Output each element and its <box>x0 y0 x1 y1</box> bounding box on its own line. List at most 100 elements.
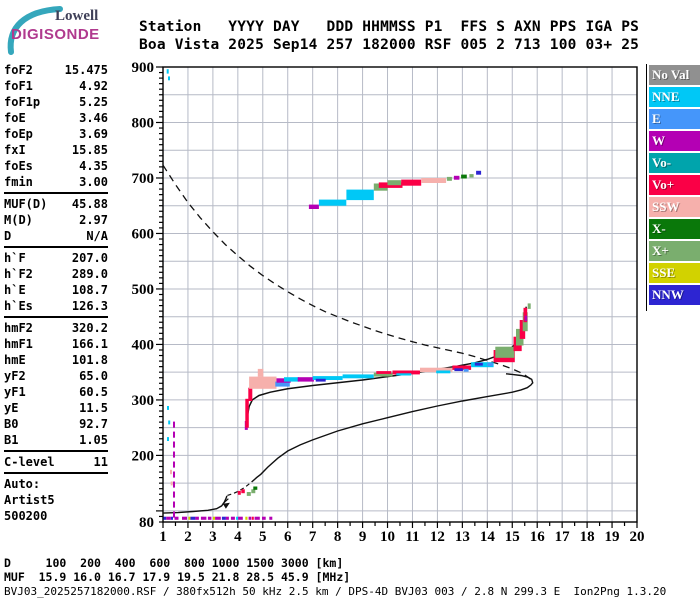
autoscale-info-line: Auto: <box>4 477 41 491</box>
lower-band-echo <box>188 516 191 520</box>
scatter-echo <box>168 76 170 81</box>
f-trace-echo <box>342 374 374 379</box>
x-axis-label: 9 <box>359 529 367 545</box>
lower-band-echo <box>225 516 229 520</box>
panel-divider <box>4 472 108 474</box>
param-label: C-level <box>4 455 55 469</box>
param-value: 92.7 <box>79 417 108 431</box>
second-hop-echo <box>387 180 402 186</box>
param-value: 3.46 <box>79 111 108 125</box>
e-region-echo <box>251 489 256 494</box>
x-axis-label: 8 <box>334 529 342 545</box>
second-hop-echo <box>346 189 374 201</box>
param-row: foE 3.46 <box>4 110 108 126</box>
param-value: N/A <box>86 229 108 243</box>
lower-band-echo <box>166 516 171 520</box>
second-hop-echo <box>476 170 482 175</box>
second-hop-echo <box>401 179 422 186</box>
x-axis-label: 16 <box>530 529 546 545</box>
f-trace-echo <box>523 307 528 323</box>
param-row: h`Es 126.3 <box>4 298 108 314</box>
lower-band-echo <box>163 516 167 520</box>
param-label: foEp <box>4 127 33 141</box>
lower-band-echo <box>174 516 179 520</box>
scatter-echo <box>166 69 169 74</box>
param-label: fmin <box>4 175 33 189</box>
autoscale-info-line: Artist5 <box>4 493 55 507</box>
f-trace-echo <box>474 362 483 366</box>
lower-band-echo <box>262 516 266 520</box>
es-spread-dash <box>173 421 175 428</box>
x-axis-label: 3 <box>209 529 217 545</box>
legend-item-x-: X+ <box>649 241 700 261</box>
param-value: 5.25 <box>79 95 108 109</box>
param-label: yE <box>4 401 19 415</box>
param-value: 3.69 <box>79 127 108 141</box>
lower-band-echo <box>245 516 248 520</box>
param-value: 207.0 <box>71 251 108 265</box>
f-trace-echo <box>519 320 526 339</box>
param-row: hmE 101.8 <box>4 352 108 368</box>
param-value: 15.475 <box>64 63 108 77</box>
es-spread-dash <box>173 441 175 448</box>
y-axis-label: 500 <box>132 282 155 298</box>
x-axis-label: 7 <box>309 529 317 545</box>
lowell-digisonde-logo: Lowell DIGISONDE <box>2 2 134 55</box>
header-station-values: Boa Vista 2025 Sep14 257 182000 RSF 005 … <box>139 37 640 53</box>
param-label: yF2 <box>4 369 26 383</box>
lower-band-echo <box>171 516 173 520</box>
lower-band-echo <box>251 516 254 520</box>
param-row: foF1p 5.25 <box>4 94 108 110</box>
f-trace-echo <box>315 378 326 382</box>
f-trace-echo <box>527 303 531 309</box>
scatter-echo <box>167 406 169 410</box>
param-label: hmE <box>4 353 26 367</box>
es-spread-dash <box>173 461 175 468</box>
y-axis-label: 900 <box>132 60 155 76</box>
param-value: 1.05 <box>79 433 108 447</box>
x-axis-label: 14 <box>480 529 496 545</box>
file-info-row: BVJ03_2025257182000.RSF / 380fx512h 50 k… <box>4 585 667 598</box>
param-value: 289.0 <box>71 267 108 281</box>
panel-divider <box>4 316 108 318</box>
panel-divider <box>4 450 108 452</box>
x-axis-label: 17 <box>555 529 571 545</box>
param-row: foEs 4.35 <box>4 158 108 174</box>
scatter-echo <box>167 437 169 441</box>
distance-row: D 100 200 400 600 800 1000 1500 3000 [km… <box>4 556 344 570</box>
lower-band-echo <box>182 516 187 520</box>
param-label: foF1p <box>4 95 41 109</box>
parameter-panel: foF2 15.475 foF1 4.92 foF1p 5.25 foE 3.46 foEp 3.… <box>4 62 108 524</box>
header-column-titles: Station YYYY DAY DDD HHMMSS P1 FFS S AXN… <box>139 19 640 35</box>
es-spread-dash <box>173 451 175 458</box>
param-label: foF1 <box>4 79 33 93</box>
lower-band-echo <box>190 516 196 520</box>
legend-item-nne: NNE <box>649 87 700 107</box>
x-axis-label: 15 <box>505 529 520 545</box>
f-trace-echo <box>454 368 463 372</box>
second-hop-echo <box>308 204 319 209</box>
legend-item-nnw: NNW <box>649 285 700 305</box>
param-label: B1 <box>4 433 19 447</box>
y-axis-label: 700 <box>132 171 155 187</box>
lower-band-echo <box>269 516 273 520</box>
param-value: 320.2 <box>71 321 108 335</box>
f-trace-echo <box>373 372 393 377</box>
f-trace-echo <box>245 398 249 428</box>
f-trace-echo <box>396 373 412 376</box>
plot-frame <box>162 66 638 523</box>
f-trace-echo <box>436 370 451 374</box>
lower-band-echo <box>254 516 260 520</box>
param-row: C-level 11 <box>4 454 108 470</box>
param-row: D N/A <box>4 228 108 244</box>
es-spread-dash <box>173 471 175 478</box>
scatter-echo <box>170 481 173 486</box>
param-row: B1 1.05 <box>4 432 108 448</box>
es-spread-dash <box>173 481 175 488</box>
param-label: D <box>4 229 12 243</box>
y-axis-label: 80 <box>139 515 154 531</box>
legend-item-sse: SSE <box>649 263 700 283</box>
second-hop-echo <box>446 176 452 181</box>
